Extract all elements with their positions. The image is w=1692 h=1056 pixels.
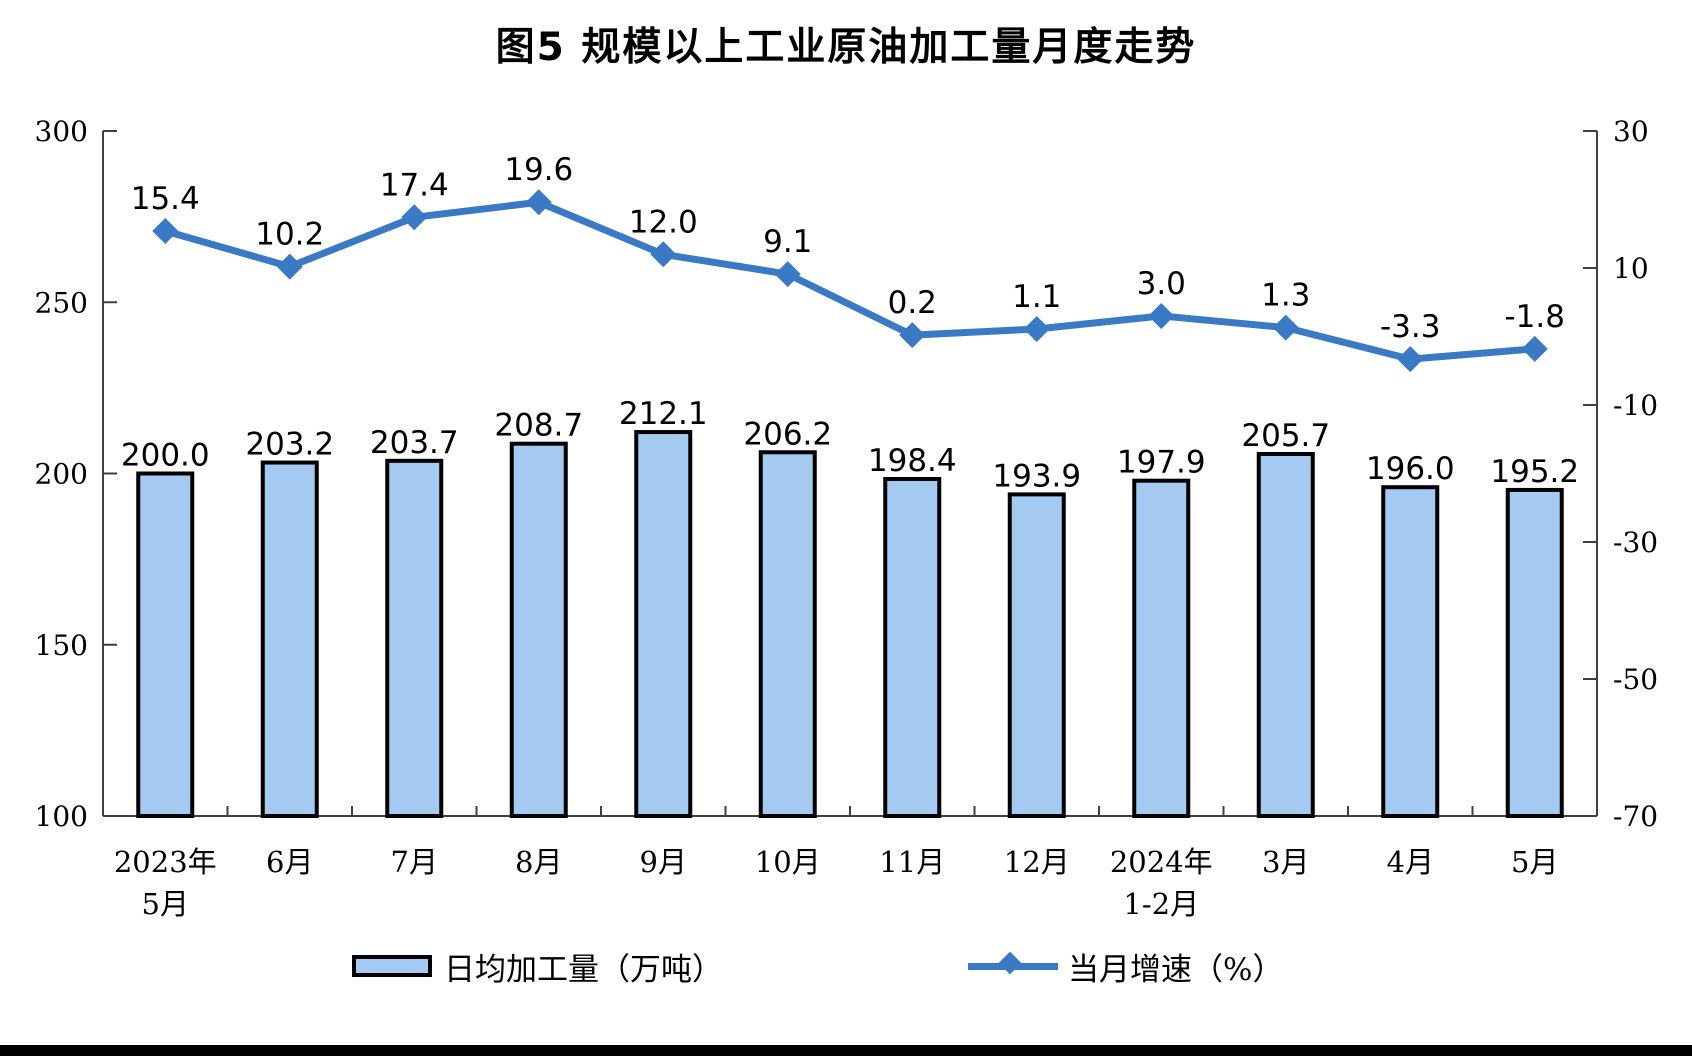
line-marker-icon	[276, 253, 303, 280]
x-axis-label: 10月	[755, 845, 821, 879]
legend-item-bar-series: 日均加工量（万吨）	[352, 946, 723, 988]
line-value-label: 0.2	[888, 285, 937, 321]
line-value-label: 15.4	[131, 181, 200, 217]
bar	[260, 460, 319, 818]
bar-value-label: 208.7	[494, 408, 583, 444]
bar	[634, 430, 693, 818]
line-marker-icon	[899, 322, 926, 349]
line-value-label: 17.4	[380, 167, 449, 203]
bar	[509, 441, 568, 818]
line-marker-icon	[152, 218, 179, 245]
x-axis-label: 6月	[266, 845, 313, 879]
x-axis-label: 5月	[1511, 845, 1558, 879]
x-axis-label: 12月	[1004, 845, 1070, 879]
legend-label-bar-series: 日均加工量（万吨）	[444, 951, 723, 988]
line-value-label: 9.1	[763, 224, 812, 260]
x-axis-label: 3月	[1262, 845, 1309, 879]
line-value-label: -1.8	[1505, 299, 1566, 335]
line-swatch-icon	[968, 951, 1058, 974]
line-marker-icon	[774, 261, 801, 288]
line-marker-icon	[1272, 314, 1299, 341]
line-marker-icon	[1521, 335, 1548, 362]
x-axis-label: 7月	[391, 845, 438, 879]
y-axis-right-tick-label: -50	[1613, 663, 1658, 696]
x-axis-label: 2023年	[114, 845, 217, 879]
line-marker-icon	[1023, 315, 1050, 342]
y-axis-right-tick-label: -10	[1613, 389, 1658, 422]
y-axis-left-tick-label: 150	[35, 629, 88, 662]
line-marker-icon	[1397, 346, 1424, 373]
legend-item-line-series: 当月增速（%）	[968, 946, 1284, 988]
y-axis-right-tick-label: -70	[1613, 800, 1658, 833]
bar	[385, 458, 444, 818]
chart-title: 图5 规模以上工业原油加工量月度走势	[495, 25, 1197, 70]
bar	[1381, 485, 1440, 818]
bottom-rule	[0, 1045, 1692, 1056]
growth-line	[164, 198, 1536, 363]
y-axis-left-tick-label: 250	[35, 286, 88, 319]
y-axis-right-tick-label: 10	[1613, 252, 1649, 285]
bar	[1132, 478, 1191, 818]
bar-value-label: 203.7	[370, 425, 459, 461]
line-marker-icon	[1148, 302, 1175, 329]
y-axis-left-tick-label: 200	[35, 458, 88, 491]
y-axis-right-tick-label: 30	[1613, 115, 1649, 148]
x-axis-label: 11月	[879, 845, 945, 879]
diamond-marker-icon	[998, 951, 1022, 974]
x-axis-label: 9月	[640, 845, 687, 879]
bar-value-label: 200.0	[121, 438, 210, 474]
bar-value-label: 206.2	[743, 416, 832, 452]
line-value-label: -3.3	[1380, 309, 1441, 345]
bar-swatch-icon	[352, 955, 432, 977]
x-axis-label-line2: 1-2月	[1123, 887, 1199, 921]
line-marker-icon	[650, 241, 677, 268]
x-axis-label-line2: 5月	[142, 887, 189, 921]
legend-label-line-series: 当月增速（%）	[1068, 951, 1284, 988]
bar-value-label: 198.4	[868, 443, 957, 479]
line-value-label: 1.1	[1012, 279, 1061, 315]
line-value-label: 10.2	[255, 217, 324, 253]
line-value-label: 1.3	[1261, 278, 1310, 314]
bar-value-label: 193.9	[992, 458, 1081, 494]
bar	[1007, 492, 1066, 818]
bar	[1256, 451, 1315, 818]
line-value-label: 3.0	[1137, 266, 1186, 302]
chart-legend: 日均加工量（万吨） 当月增速（%）	[0, 946, 1692, 990]
y-axis-left-tick-label: 300	[35, 115, 88, 148]
bar-value-label: 212.1	[619, 396, 708, 432]
bar-value-label: 195.2	[1490, 454, 1579, 490]
bar	[1505, 487, 1564, 818]
x-axis-label: 2024年	[1110, 845, 1213, 879]
line-value-label: 19.6	[504, 152, 573, 188]
x-axis-label: 4月	[1387, 845, 1434, 879]
bar	[136, 471, 195, 818]
bar-value-label: 205.7	[1241, 418, 1330, 454]
bar	[758, 450, 817, 818]
bar-value-label: 196.0	[1366, 451, 1455, 487]
line-marker-icon	[525, 189, 552, 216]
bar-value-label: 197.9	[1117, 445, 1206, 481]
line-value-label: 12.0	[629, 204, 698, 240]
line-marker-icon	[401, 204, 428, 231]
y-axis-left-tick-label: 100	[35, 800, 88, 833]
bar	[883, 476, 942, 818]
y-axis-right-tick-label: -30	[1613, 526, 1658, 559]
bar-value-label: 203.2	[245, 427, 334, 463]
x-axis-label: 8月	[515, 845, 562, 879]
